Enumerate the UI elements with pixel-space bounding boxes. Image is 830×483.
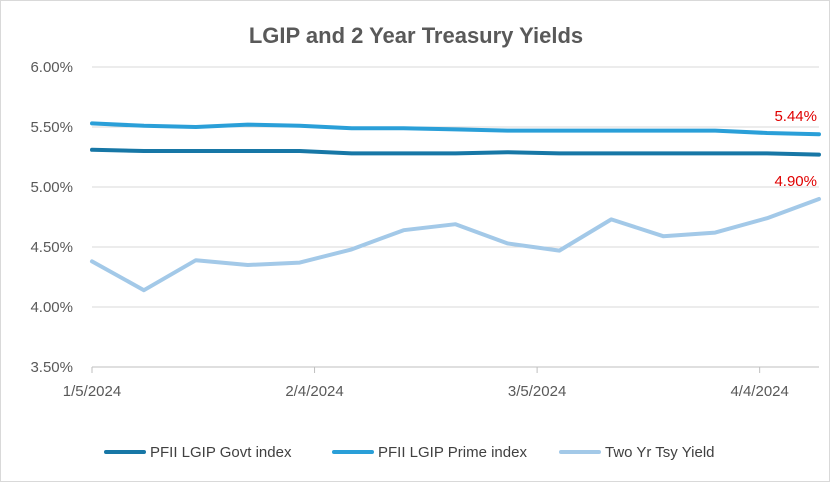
data-label: 5.44% bbox=[774, 108, 817, 125]
series-line-2 bbox=[90, 121, 821, 137]
x-tick-label: 1/5/2024 bbox=[63, 383, 121, 400]
y-tick-label: 3.50% bbox=[30, 359, 73, 376]
y-tick-label: 5.00% bbox=[30, 179, 73, 196]
axes: 3.50% 4.00% 4.50% 5.00% 5.50% 6.00% 1/5/2024 2/… bbox=[30, 59, 819, 400]
legend-item: Two Yr Tsy Yield bbox=[559, 444, 715, 461]
legend-label: PFII LGIP Prime index bbox=[378, 444, 527, 461]
data-label: 4.90% bbox=[774, 173, 817, 190]
x-tick-label: 3/5/2024 bbox=[508, 383, 566, 400]
y-tick-label: 5.50% bbox=[30, 119, 73, 136]
y-tick-label: 6.00% bbox=[30, 59, 73, 76]
x-tick-label: 2/4/2024 bbox=[285, 383, 343, 400]
gridlines bbox=[92, 66, 819, 368]
y-tick-label: 4.50% bbox=[30, 239, 73, 256]
series-lines bbox=[90, 121, 821, 293]
chart-title: LGIP and 2 Year Treasury Yields bbox=[249, 23, 583, 48]
legend-label: PFII LGIP Govt index bbox=[150, 444, 292, 461]
data-labels: 5.44% 4.90% bbox=[774, 108, 817, 190]
y-tick-label: 4.00% bbox=[30, 299, 73, 316]
x-tick-label: 4/4/2024 bbox=[730, 383, 788, 400]
legend-item: PFII LGIP Govt index bbox=[104, 444, 292, 461]
legend: PFII LGIP Govt index PFII LGIP Prime inde… bbox=[104, 444, 715, 461]
legend-label: Two Yr Tsy Yield bbox=[605, 444, 715, 461]
series-line-1 bbox=[90, 147, 821, 157]
legend-item: PFII LGIP Prime index bbox=[332, 444, 527, 461]
series-line-3 bbox=[90, 197, 821, 293]
